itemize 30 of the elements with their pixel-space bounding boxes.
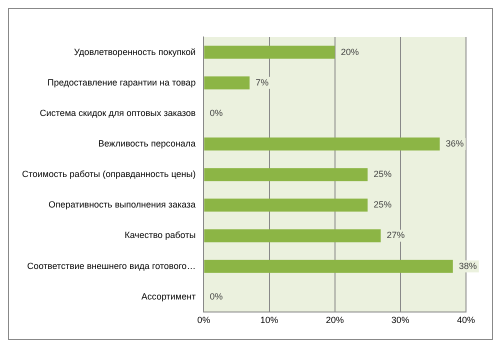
x-tick-label: 0% [197,315,210,326]
x-tick-label: 40% [456,315,476,326]
data-label: 25% [374,169,392,180]
bar [204,46,335,59]
y-tick-label: Вежливость персонала [98,138,196,149]
bar [204,229,381,242]
x-tick-label: 20% [326,315,344,326]
y-tick-label: Соответствие внешнего вида готового… [27,260,196,271]
data-label: 0% [210,108,223,118]
data-label: 0% [210,291,223,302]
bar [204,198,368,212]
data-label: 7% [256,77,269,88]
y-tick-label: Система скидок для оптовых заказов [40,108,196,118]
y-tick-label: Оперативность выполнения заказа [48,200,196,210]
data-label: 27% [386,230,405,240]
y-tick-label: Ассортимент [141,291,196,302]
bar [204,260,453,273]
y-tick-label: Предоставление гарантии на товар [47,77,196,88]
bar [204,76,250,90]
bar [204,168,368,182]
data-label: 25% [374,200,392,210]
data-label: 38% [458,260,477,271]
x-tick-label: 30% [391,315,410,326]
data-label: 20% [340,46,359,57]
y-tick-label: Качество работы [124,230,196,240]
data-label: 36% [446,138,464,149]
bar [204,138,440,151]
y-tick-label: Удовлетворенность покупкой [74,46,196,57]
x-tick-label: 10% [260,315,278,326]
y-tick-label: Стоимость работы (оправданность цены) [22,169,196,180]
